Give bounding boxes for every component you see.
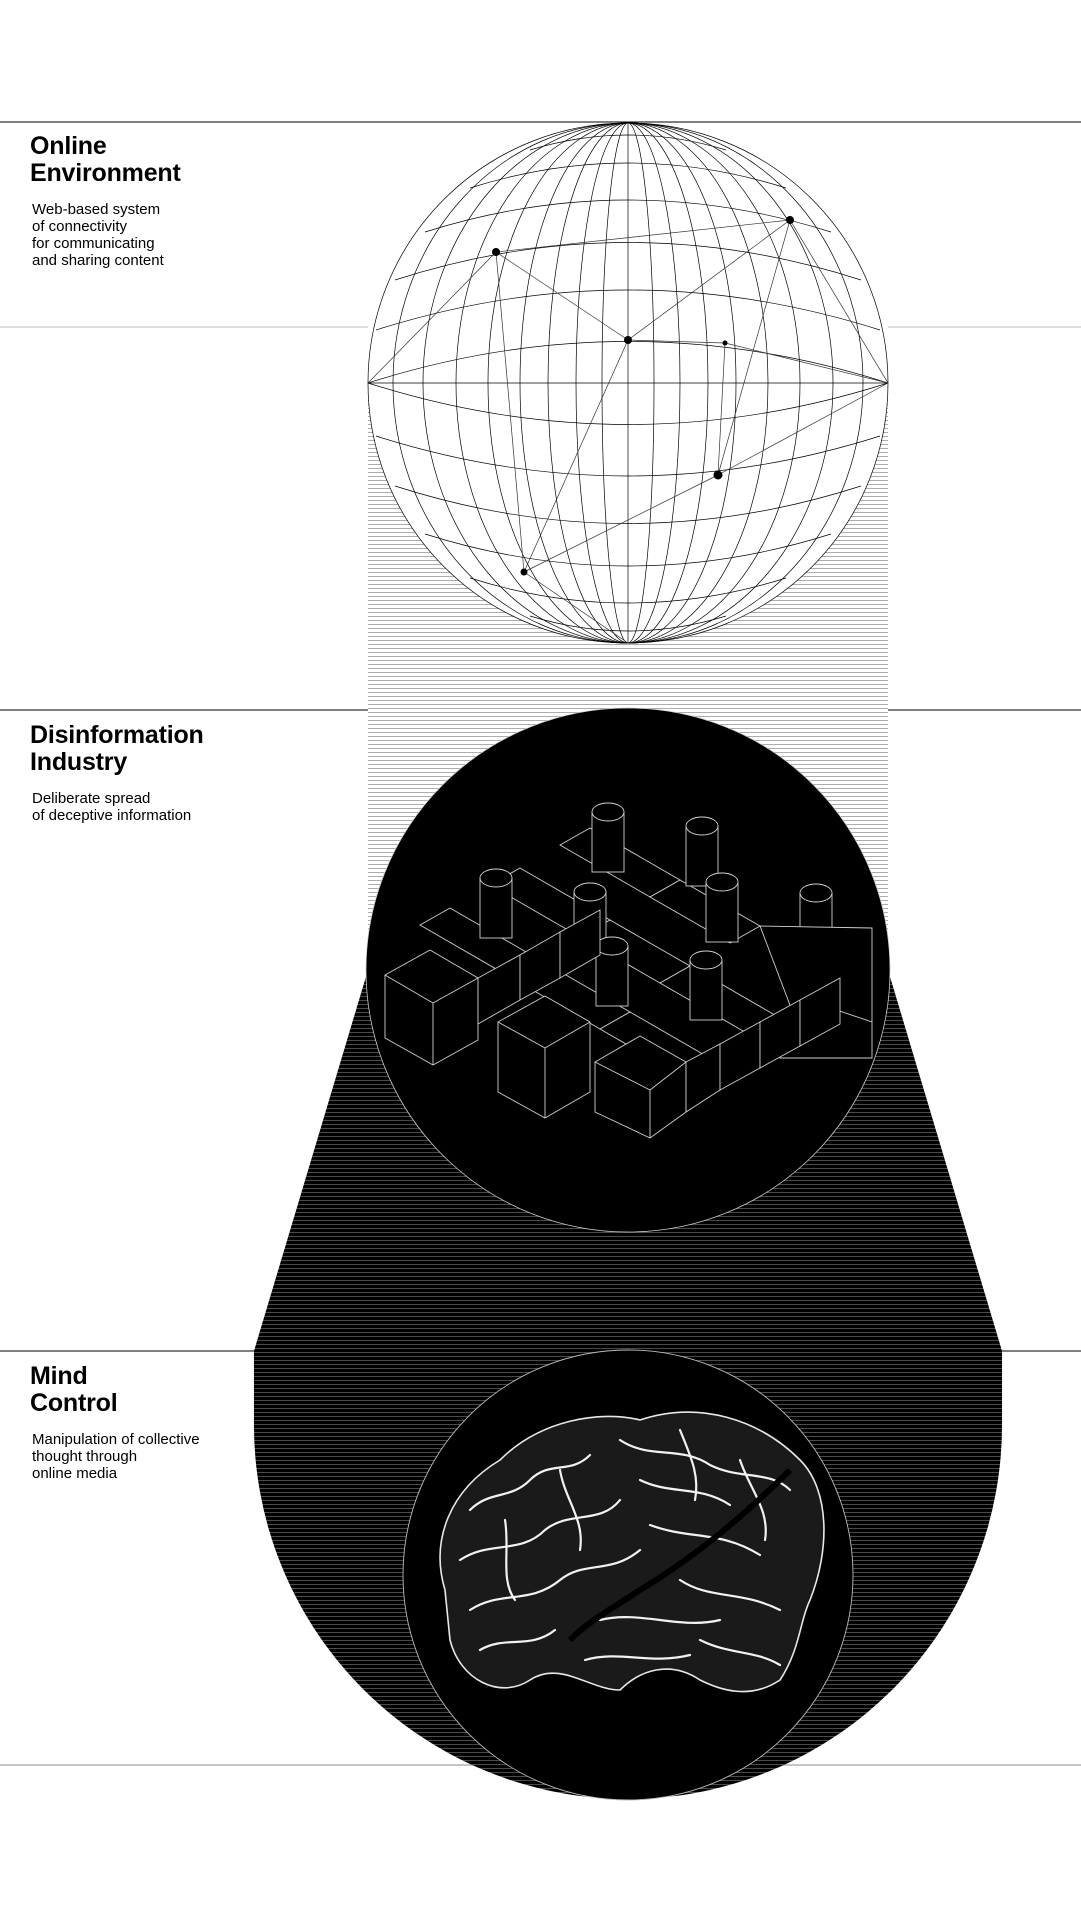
chimney bbox=[685, 816, 719, 887]
globe-wireframe-icon bbox=[367, 122, 889, 644]
section-disinformation-industry: Disinformation Industry Deliberate sprea… bbox=[30, 722, 270, 825]
section-title: Online Environment bbox=[30, 133, 270, 187]
title-line: Mind bbox=[30, 1362, 88, 1390]
chimney bbox=[689, 950, 723, 1021]
section-description: Manipulation of collective thought throu… bbox=[32, 1431, 270, 1482]
desc-line: for communicating bbox=[32, 235, 155, 252]
title-line: Industry bbox=[30, 748, 128, 776]
desc-line: of deceptive information bbox=[32, 807, 192, 824]
desc-line: Deliberate spread bbox=[32, 790, 151, 807]
chimney bbox=[595, 936, 629, 1007]
globe-nodes bbox=[492, 216, 794, 576]
title-line: Online bbox=[30, 132, 107, 160]
block-left bbox=[384, 949, 479, 1066]
section-mind-control: Mind Control Manipulation of collective … bbox=[30, 1363, 270, 1483]
desc-line: of connectivity bbox=[32, 218, 128, 235]
title-line: Disinformation bbox=[30, 721, 204, 749]
brain-fissure bbox=[567, 1467, 793, 1643]
section-online-environment: Online Environment Web-based system of c… bbox=[30, 133, 270, 270]
title-line: Control bbox=[30, 1389, 118, 1417]
section-description: Deliberate spread of deceptive informati… bbox=[32, 790, 270, 824]
globe-network-lines bbox=[367, 219, 889, 644]
globe-parallels bbox=[367, 134, 889, 632]
desc-line: thought through bbox=[32, 1448, 138, 1465]
section-title: Mind Control bbox=[30, 1363, 270, 1417]
brain-icon bbox=[402, 1349, 854, 1801]
section-title: Disinformation Industry bbox=[30, 722, 270, 776]
desc-line: online media bbox=[32, 1465, 118, 1482]
desc-line: Web-based system bbox=[32, 201, 161, 218]
factory-isometric-icon bbox=[365, 707, 891, 1233]
desc-line: and sharing content bbox=[32, 252, 164, 269]
chimney bbox=[479, 868, 513, 939]
title-line: Environment bbox=[30, 159, 181, 187]
desc-line: Manipulation of collective bbox=[32, 1431, 200, 1448]
chimney bbox=[705, 872, 739, 943]
section-description: Web-based system of connectivity for com… bbox=[32, 201, 270, 269]
block-front-mid bbox=[497, 995, 591, 1119]
chimney bbox=[591, 802, 625, 873]
